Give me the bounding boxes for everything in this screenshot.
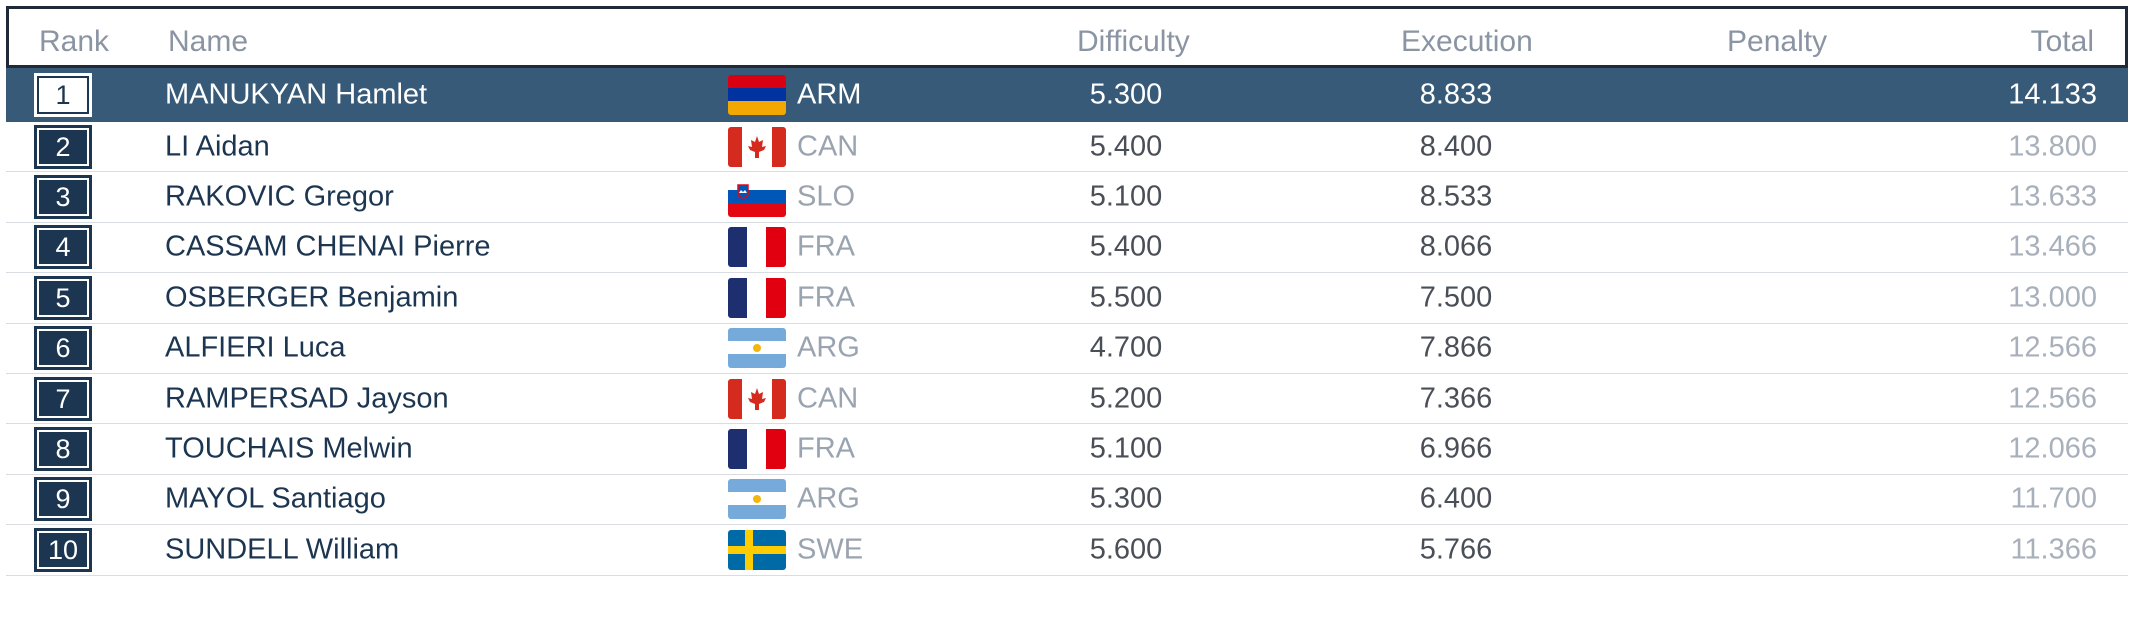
header-penalty[interactable]: Penalty: [1727, 25, 1828, 58]
rank-badge: 10: [34, 527, 92, 572]
sweden-flag-icon: [728, 529, 786, 570]
execution-score: 6.400: [1419, 482, 1493, 515]
canada-flag-icon: [728, 126, 786, 167]
country-code: SWE: [797, 533, 864, 566]
total-score: 11.366: [2010, 533, 2097, 566]
athlete-name: CASSAM CHENAI Pierre: [165, 230, 491, 263]
rank-badge: 1: [34, 73, 92, 117]
table-row[interactable]: 8 TOUCHAIS Melwin FRA 5.100 6.966 12.066: [6, 424, 2128, 475]
rank-badge: 9: [34, 477, 92, 522]
rank-badge: 8: [34, 427, 92, 472]
argentina-flag-icon: [728, 328, 786, 369]
country-code: SLO: [797, 180, 856, 213]
country-code: ARM: [797, 78, 862, 111]
total-score: 13.800: [2008, 130, 2097, 163]
total-score: 11.700: [2010, 482, 2097, 515]
france-flag-icon: [728, 227, 786, 268]
execution-score: 8.066: [1419, 230, 1493, 263]
slovenia-flag-icon: [728, 177, 786, 218]
total-score: 14.133: [2008, 78, 2097, 111]
athlete-name: OSBERGER Benjamin: [165, 281, 459, 314]
rank-badge: 6: [34, 326, 92, 371]
execution-score: 8.400: [1419, 130, 1493, 163]
table-row[interactable]: 4 CASSAM CHENAI Pierre FRA 5.400 8.066 1…: [6, 223, 2128, 274]
rank-badge: 3: [34, 175, 92, 220]
header-execution[interactable]: Execution: [1401, 25, 1533, 58]
difficulty-score: 5.200: [1089, 382, 1163, 415]
difficulty-score: 5.300: [1089, 482, 1163, 515]
armenia-flag-icon: [728, 75, 786, 115]
rank-badge: 7: [34, 376, 92, 421]
athlete-name: RAMPERSAD Jayson: [165, 382, 449, 415]
table-row[interactable]: 9 MAYOL Santiago ARG 5.300 6.400 11.700: [6, 475, 2128, 526]
difficulty-score: 4.700: [1089, 331, 1163, 364]
table-row[interactable]: 3 RAKOVIC Gregor SLO 5.100 8.533 13.633: [6, 172, 2128, 223]
argentina-flag-icon: [728, 479, 786, 520]
athlete-name: TOUCHAIS Melwin: [165, 432, 413, 465]
header-total[interactable]: Total: [2030, 25, 2094, 58]
difficulty-score: 5.100: [1089, 180, 1163, 213]
table-row[interactable]: 1 MANUKYAN Hamlet ARM 5.300 8.833 14.133: [6, 68, 2128, 122]
country-code: ARG: [797, 482, 860, 515]
table-row[interactable]: 6 ALFIERI Luca ARG 4.700 7.866 12.566: [6, 324, 2128, 374]
execution-score: 8.533: [1419, 180, 1493, 213]
results-table: Rank Name Difficulty Execution Penalty T…: [6, 6, 2128, 576]
total-score: 12.566: [2008, 382, 2097, 415]
header-name[interactable]: Name: [168, 25, 249, 58]
total-score: 12.566: [2008, 331, 2097, 364]
athlete-name: ALFIERI Luca: [165, 331, 346, 364]
athlete-name: RAKOVIC Gregor: [165, 180, 394, 213]
country-code: ARG: [797, 331, 860, 364]
france-flag-icon: [728, 277, 786, 318]
total-score: 13.000: [2008, 281, 2097, 314]
france-flag-icon: [728, 429, 786, 470]
table-header: Rank Name Difficulty Execution Penalty T…: [6, 6, 2128, 68]
execution-score: 7.866: [1419, 331, 1493, 364]
header-rank[interactable]: Rank: [39, 25, 110, 58]
total-score: 13.633: [2008, 180, 2097, 213]
execution-score: 7.500: [1419, 281, 1493, 314]
country-code: FRA: [797, 281, 855, 314]
execution-score: 8.833: [1419, 78, 1493, 111]
table-row[interactable]: 5 OSBERGER Benjamin FRA 5.500 7.500 13.0…: [6, 273, 2128, 324]
table-row[interactable]: 10 SUNDELL William SWE 5.600 5.766 11.36…: [6, 525, 2128, 576]
canada-flag-icon: [728, 378, 786, 419]
total-score: 12.066: [2008, 432, 2097, 465]
country-code: CAN: [797, 130, 859, 163]
difficulty-score: 5.500: [1089, 281, 1163, 314]
rank-badge: 2: [34, 124, 92, 169]
country-code: FRA: [797, 230, 855, 263]
difficulty-score: 5.400: [1089, 130, 1163, 163]
country-code: FRA: [797, 432, 855, 465]
athlete-name: LI Aidan: [165, 130, 270, 163]
difficulty-score: 5.600: [1089, 533, 1163, 566]
country-code: CAN: [797, 382, 859, 415]
total-score: 13.466: [2008, 230, 2097, 263]
execution-score: 5.766: [1419, 533, 1493, 566]
difficulty-score: 5.400: [1089, 230, 1163, 263]
execution-score: 6.966: [1419, 432, 1493, 465]
athlete-name: MAYOL Santiago: [165, 482, 386, 515]
header-difficulty[interactable]: Difficulty: [1077, 25, 1190, 58]
table-row[interactable]: 7 RAMPERSAD Jayson CAN 5.200 7.366 12.56…: [6, 374, 2128, 425]
difficulty-score: 5.300: [1089, 78, 1163, 111]
difficulty-score: 5.100: [1089, 432, 1163, 465]
table-row[interactable]: 2 LI Aidan CAN 5.400 8.400 13.800: [6, 122, 2128, 173]
athlete-name: MANUKYAN Hamlet: [165, 78, 428, 111]
rank-badge: 4: [34, 225, 92, 270]
athlete-name: SUNDELL William: [165, 533, 400, 566]
rank-badge: 5: [34, 275, 92, 320]
execution-score: 7.366: [1419, 382, 1493, 415]
